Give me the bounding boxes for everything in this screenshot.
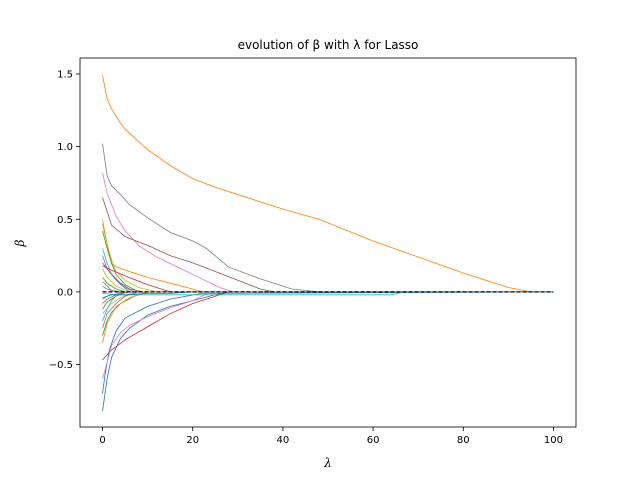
coefficient-path-10	[102, 223, 554, 293]
x-tick-label: 100	[544, 435, 563, 446]
x-tick-label: 40	[277, 435, 290, 446]
x-tick-label: 0	[99, 435, 105, 446]
y-axis: −0.5 0.0 0.5 1.0 1.5	[49, 69, 80, 371]
chart-title: evolution of β with λ for Lasso	[238, 38, 419, 52]
coefficient-path-5	[102, 291, 554, 361]
coefficient-path-2	[102, 143, 554, 293]
coefficient-path-6	[102, 291, 554, 412]
y-tick-label: 1.0	[57, 142, 73, 153]
coefficient-path-4	[102, 197, 554, 293]
plot-frame	[79, 57, 577, 428]
y-tick-label: −0.5	[49, 360, 73, 371]
x-tick-label: 80	[457, 435, 470, 446]
coefficient-path-7	[102, 291, 554, 394]
x-tick-label: 20	[186, 435, 199, 446]
x-tick-label: 60	[367, 435, 380, 446]
coefficient-path-3	[102, 172, 554, 293]
y-tick-label: 0.5	[57, 215, 73, 226]
x-axis-label: λ	[323, 456, 332, 470]
coefficient-path-28	[102, 291, 554, 296]
y-tick-label: 1.5	[57, 69, 73, 80]
y-tick-label: 0.0	[57, 287, 73, 298]
plot-area	[79, 57, 577, 428]
y-axis-label: β	[13, 239, 27, 247]
x-axis: 0 20 40 60 80 100	[99, 427, 563, 446]
series-lines	[102, 75, 554, 412]
coefficient-path-1	[102, 75, 554, 293]
